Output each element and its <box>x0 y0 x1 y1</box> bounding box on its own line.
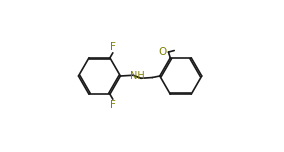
Text: NH: NH <box>130 71 145 81</box>
Text: O: O <box>159 47 167 57</box>
Text: F: F <box>110 100 116 110</box>
Text: F: F <box>110 42 116 52</box>
